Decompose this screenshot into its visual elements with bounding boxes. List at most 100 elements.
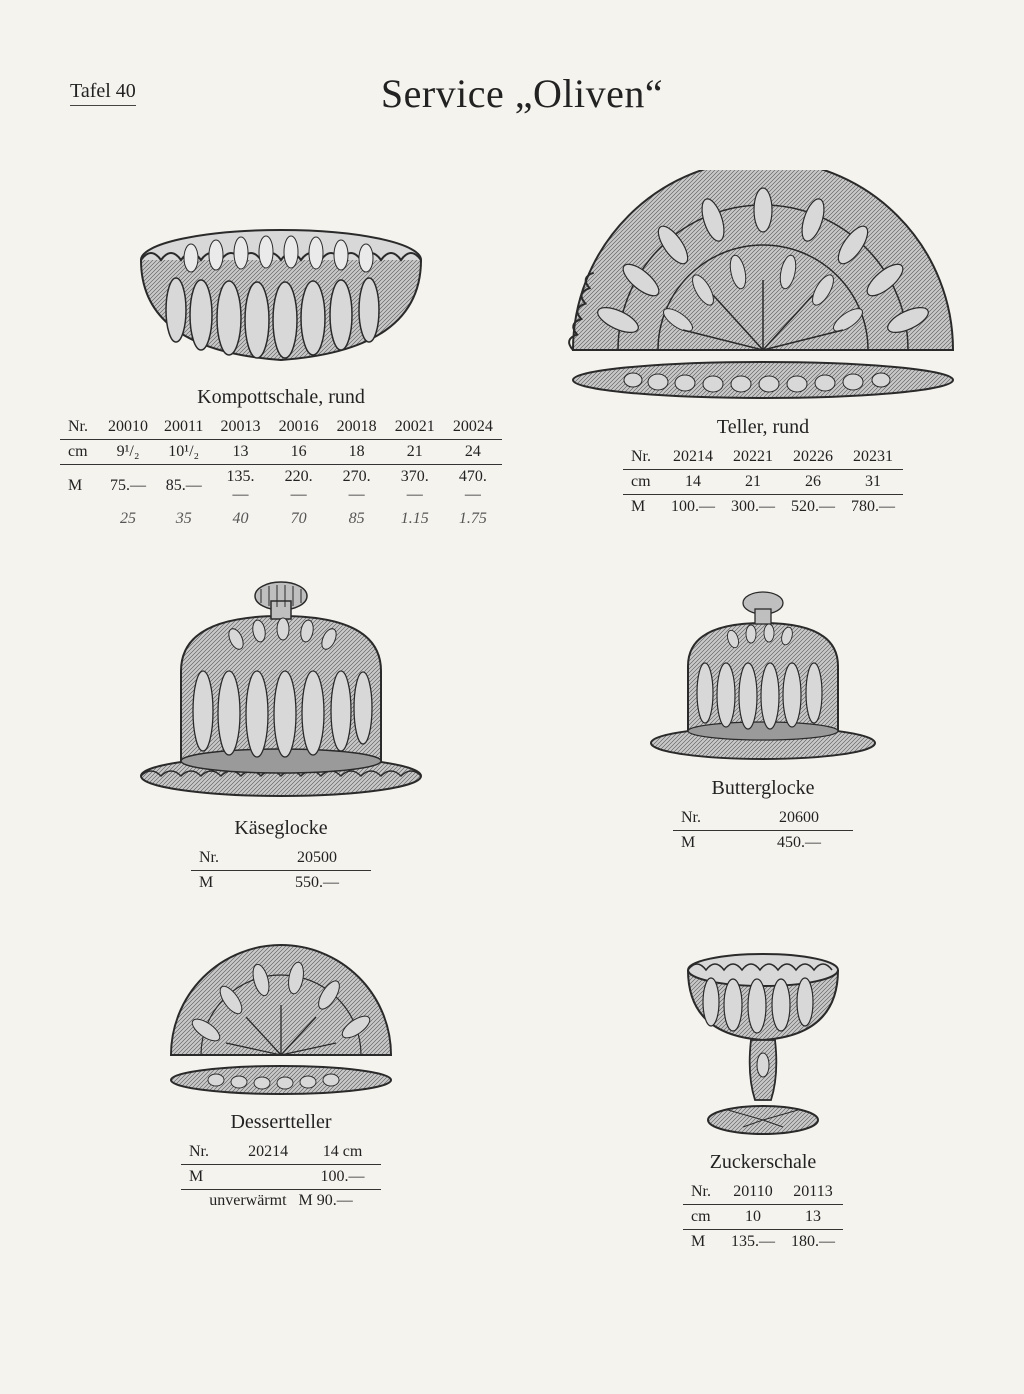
spec-table: Nr. 20500 M 550.— [191, 846, 371, 895]
butter-dome-icon [643, 571, 883, 771]
cell: 21 [386, 440, 444, 465]
cell: 20113 [783, 1180, 843, 1205]
cheese-dome-icon [131, 561, 431, 811]
caption: Käseglocke [234, 817, 327, 840]
sugar-bowl-icon [673, 925, 853, 1145]
cell: 20024 [444, 415, 502, 440]
cell: 10¹/₂ [156, 440, 211, 465]
row-label: M [673, 831, 745, 856]
page-title: Service „Oliven“ [60, 70, 984, 117]
spec-table: Nr. 20600 M 450.— [673, 806, 853, 855]
cell: 220.— [270, 465, 328, 508]
row-label: M [683, 1230, 723, 1255]
caption: Zuckerschale [710, 1151, 817, 1174]
cell: 13 [783, 1205, 843, 1230]
cell: 9¹/₂ [100, 440, 156, 465]
caption: Dessertteller [230, 1111, 331, 1134]
cell: 135.— [723, 1230, 783, 1255]
cell: 20013 [211, 415, 269, 440]
illustration [673, 925, 853, 1145]
caption: Butterglocke [712, 777, 815, 800]
row-label: Nr. [60, 415, 100, 440]
cell: 20021 [386, 415, 444, 440]
cell: 20010 [100, 415, 156, 440]
cell: 450.— [745, 831, 853, 856]
cell: 20231 [843, 445, 903, 470]
cell: 20221 [723, 445, 783, 470]
page-header: Tafel 40 Service „Oliven“ [60, 70, 984, 130]
illustration [121, 170, 441, 380]
cell: 20110 [723, 1180, 783, 1205]
row-label: cm [60, 440, 100, 465]
handwritten: 1.75 [444, 507, 502, 531]
note-label: unverwärmt [209, 1192, 286, 1209]
spec-table: Nr. 20214 20221 20226 20231 cm 14 21 26 … [623, 445, 903, 519]
cell: 14 cm [304, 1140, 381, 1165]
cell: 135.— [211, 465, 269, 508]
row-label: M [191, 871, 263, 896]
row-label: cm [683, 1205, 723, 1230]
handwritten: 35 [156, 507, 211, 531]
cell: 300.— [723, 495, 783, 520]
cell: 20214 [663, 445, 723, 470]
row-label: Nr. [683, 1180, 723, 1205]
cell: 180.— [783, 1230, 843, 1255]
cell: 520.— [783, 495, 843, 520]
cell: 20018 [328, 415, 386, 440]
handwritten: 1.15 [386, 507, 444, 531]
cell: 20214 [232, 1140, 304, 1165]
cell: 20016 [270, 415, 328, 440]
handwritten: 25 [100, 507, 156, 531]
product-teller: Teller, rund Nr. 20214 20221 20226 20231… [542, 170, 984, 531]
cell: 16 [270, 440, 328, 465]
illustration [161, 925, 401, 1105]
bowl-icon [121, 200, 441, 380]
illustration [643, 561, 883, 771]
product-zuckerschale: Zuckerschale Nr. 20110 20113 cm 10 13 M … [542, 925, 984, 1254]
row-label: M [60, 465, 100, 508]
row-label: M [623, 495, 663, 520]
spec-table: Nr. 20010 20011 20013 20016 20018 20021 … [60, 415, 502, 531]
cell: 370.— [386, 465, 444, 508]
cell: 470.— [444, 465, 502, 508]
row-label: Nr. [191, 846, 263, 871]
cell: 21 [723, 470, 783, 495]
illustration [131, 561, 431, 811]
spec-table: Nr. 20214 14 cm M 100.— [181, 1140, 381, 1190]
dessert-plate-icon [161, 935, 401, 1105]
cell: 75.— [100, 465, 156, 508]
illustration [563, 170, 963, 410]
product-kaeseglocke: Käseglocke Nr. 20500 M 550.— [60, 561, 502, 895]
cell: 14 [663, 470, 723, 495]
cell: 270.— [328, 465, 386, 508]
cell: 10 [723, 1205, 783, 1230]
caption: Teller, rund [717, 416, 809, 439]
handwritten: 40 [211, 507, 269, 531]
row-label: Nr. [673, 806, 745, 831]
cell: 550.— [263, 871, 371, 896]
cell: 100.— [304, 1165, 381, 1190]
cell: 20500 [263, 846, 371, 871]
plate-icon [563, 170, 963, 410]
note: unverwärmt M 90.— [209, 1192, 353, 1210]
row-label: Nr. [623, 445, 663, 470]
caption: Kompottschale, rund [197, 386, 365, 409]
cell: 26 [783, 470, 843, 495]
handwritten: 85 [328, 507, 386, 531]
cell: 85.— [156, 465, 211, 508]
cell: 24 [444, 440, 502, 465]
product-butterglocke: Butterglocke Nr. 20600 M 450.— [542, 561, 984, 895]
row-label: cm [623, 470, 663, 495]
cell: 31 [843, 470, 903, 495]
cell: 20226 [783, 445, 843, 470]
handwritten: 70 [270, 507, 328, 531]
product-kompottschale: Kompottschale, rund Nr. 20010 20011 2001… [60, 170, 502, 531]
cell: 20600 [745, 806, 853, 831]
plate-number: Tafel 40 [70, 80, 136, 106]
cell: 100.— [663, 495, 723, 520]
catalog-page: Tafel 40 Service „Oliven“ [0, 0, 1024, 1394]
cell: 20011 [156, 415, 211, 440]
note-price: M 90.— [299, 1192, 353, 1209]
product-dessertteller: Dessertteller Nr. 20214 14 cm M 100.— un… [60, 925, 502, 1254]
cell: 18 [328, 440, 386, 465]
